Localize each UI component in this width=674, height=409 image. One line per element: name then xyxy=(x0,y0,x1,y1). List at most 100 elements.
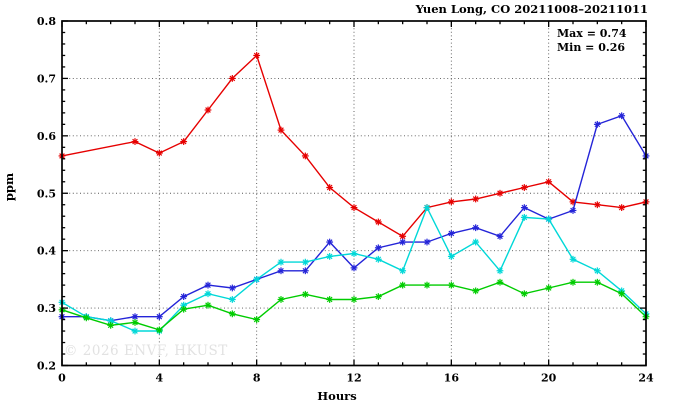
cyan-series-marker xyxy=(545,215,553,223)
blue-series-marker xyxy=(447,230,455,237)
green-series-marker xyxy=(155,326,163,334)
cyan-series-marker xyxy=(447,253,455,260)
green-series-marker xyxy=(545,284,553,292)
blue-series-marker xyxy=(180,293,188,300)
green-series-marker xyxy=(301,290,309,298)
green-series-marker xyxy=(472,287,480,295)
cyan-series-marker xyxy=(301,258,309,266)
cyan-series-marker xyxy=(107,317,115,325)
y-tick-label: 0.7 xyxy=(37,72,56,85)
y-tick-label: 0.5 xyxy=(37,187,56,200)
green-series-marker xyxy=(569,278,577,286)
blue-series-marker xyxy=(472,224,480,232)
blue-series-marker xyxy=(301,267,309,275)
stats-annotation: Max = 0.74 Min = 0.26 xyxy=(557,27,627,55)
x-axis-label: Hours xyxy=(317,389,357,403)
blue-series-marker xyxy=(204,281,212,289)
y-tick-label: 0.8 xyxy=(37,15,56,28)
green-series-marker xyxy=(447,281,455,289)
cyan-series-marker xyxy=(374,255,382,263)
green-series-marker xyxy=(107,321,115,329)
cyan-series-marker xyxy=(423,204,431,212)
green-series-marker xyxy=(253,316,261,323)
blue-series-marker xyxy=(350,264,358,272)
red-series-marker xyxy=(180,138,188,145)
red-series-marker xyxy=(593,201,601,209)
cyan-series-marker xyxy=(277,258,285,266)
red-series-marker xyxy=(545,178,553,186)
cyan-series-marker xyxy=(326,253,334,260)
blue-series-marker xyxy=(277,267,285,275)
cyan-series-marker xyxy=(593,267,601,275)
green-series-marker xyxy=(326,296,334,303)
x-tick-label: 16 xyxy=(444,372,460,385)
x-tick-label: 8 xyxy=(253,372,261,385)
cyan-series-marker xyxy=(204,290,212,298)
cyan-series-marker xyxy=(472,238,480,246)
red-series-marker xyxy=(253,52,261,59)
red-series-marker xyxy=(447,198,455,206)
cyan-series-marker xyxy=(520,213,528,221)
blue-series-marker xyxy=(326,238,334,246)
x-tick-label: 0 xyxy=(58,372,66,385)
red-series-marker xyxy=(374,218,382,226)
blue-series-line xyxy=(62,114,647,322)
cyan-series-marker xyxy=(350,250,358,257)
cyan-series-marker xyxy=(131,327,139,335)
green-series-marker xyxy=(399,281,407,289)
blue-series-marker xyxy=(155,313,163,321)
red-series-marker xyxy=(277,126,285,134)
red-series-marker xyxy=(228,75,236,82)
blue-series-marker xyxy=(520,204,528,212)
red-series-marker xyxy=(520,184,528,191)
cyan-series-marker xyxy=(569,255,577,263)
green-series-marker xyxy=(374,293,382,300)
red-series-marker xyxy=(204,106,212,114)
green-series-marker xyxy=(350,296,358,303)
x-tick-label: 12 xyxy=(346,372,361,385)
blue-series-marker xyxy=(593,120,601,128)
cyan-series-marker xyxy=(496,267,504,275)
red-series-marker xyxy=(326,184,334,191)
red-series-marker xyxy=(301,152,309,160)
green-series-marker xyxy=(82,314,90,322)
x-tick-label: 20 xyxy=(541,372,557,385)
green-series-marker xyxy=(131,319,139,326)
x-tick-label: 4 xyxy=(156,372,164,385)
x-tick-label: 24 xyxy=(638,372,654,385)
blue-series-marker xyxy=(399,238,407,246)
green-series-marker xyxy=(228,310,236,318)
y-tick-label: 0.2 xyxy=(37,360,56,373)
green-series-marker xyxy=(277,296,285,303)
red-series-marker xyxy=(399,232,407,240)
green-series-marker xyxy=(423,281,431,289)
cyan-series-marker xyxy=(399,267,407,275)
green-series-marker xyxy=(496,278,504,286)
blue-series-marker xyxy=(228,284,236,292)
blue-series-marker xyxy=(423,238,431,246)
green-series-marker xyxy=(618,290,626,298)
red-series-marker xyxy=(350,204,358,212)
green-series-marker xyxy=(593,278,601,286)
cyan-series-marker xyxy=(228,296,236,303)
green-series-marker xyxy=(180,305,188,313)
blue-series-marker xyxy=(569,207,577,214)
min-annotation: Min = 0.26 xyxy=(557,41,626,54)
red-series-marker xyxy=(472,195,480,203)
y-tick-label: 0.4 xyxy=(37,245,56,258)
cyan-series-marker xyxy=(253,275,261,283)
red-series-marker xyxy=(618,204,626,212)
watermark: © 2026 ENVF, HKUST xyxy=(64,343,228,359)
blue-series-marker xyxy=(374,244,382,252)
red-series-marker xyxy=(131,138,139,145)
blue-series-marker xyxy=(131,313,139,321)
green-series-marker xyxy=(520,290,528,298)
y-tick-label: 0.3 xyxy=(37,302,56,315)
green-series-marker xyxy=(204,301,212,309)
y-tick-label: 0.6 xyxy=(37,130,56,143)
blue-series-marker xyxy=(618,112,626,120)
red-series-marker xyxy=(155,149,163,157)
red-series-marker xyxy=(496,189,504,197)
